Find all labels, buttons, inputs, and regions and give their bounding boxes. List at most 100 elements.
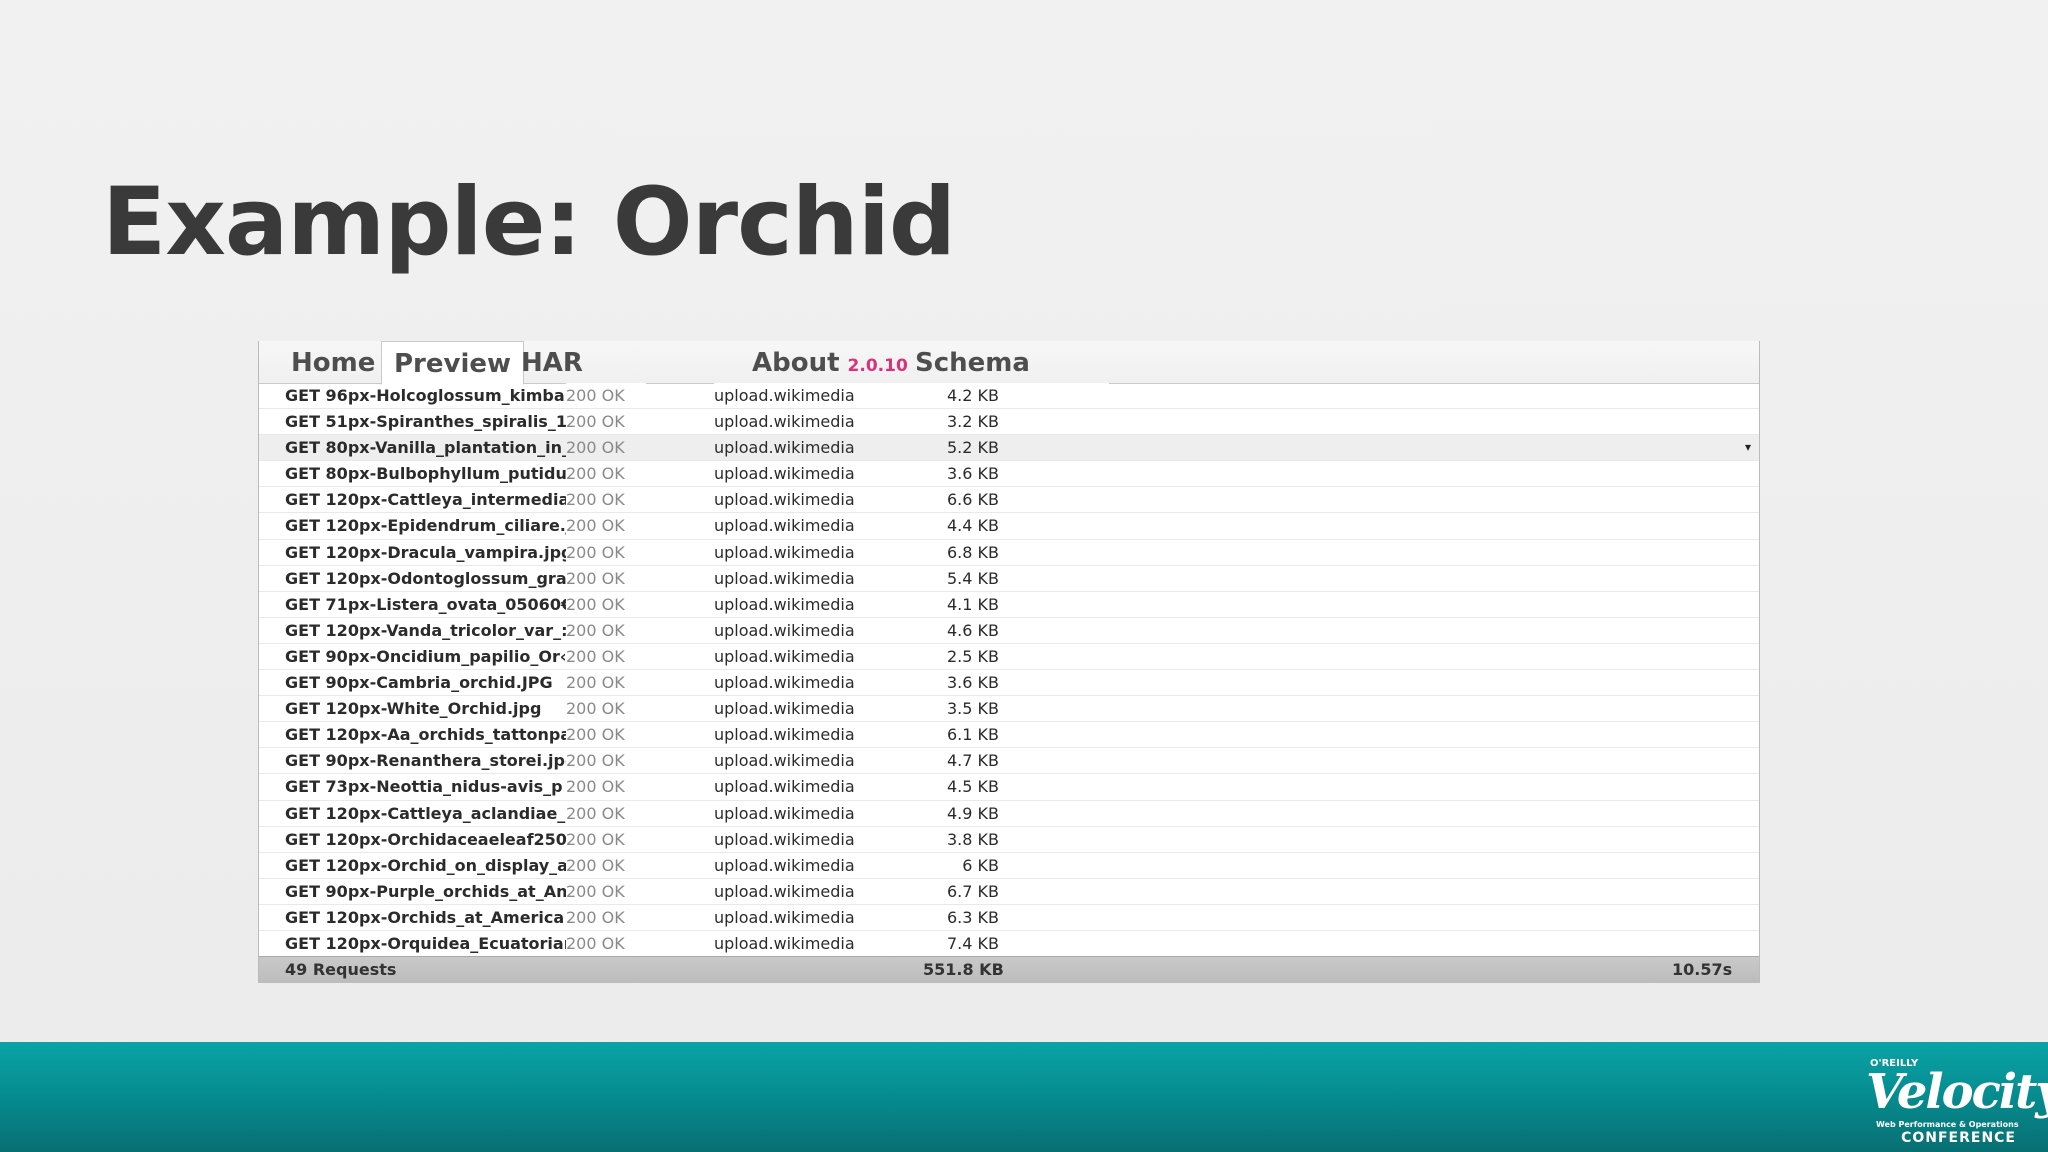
request-status: 200 OK [566, 591, 646, 617]
request-size: 6.1 KB [899, 722, 999, 748]
request-status: 200 OK [566, 826, 646, 852]
har-viewer: Home Preview HAR About 2.0.10 Schema GET … [258, 341, 1760, 984]
request-row[interactable]: GET 90px-Renanthera_storei.jpg 200 OK uplo… [259, 748, 1759, 775]
tab-schema[interactable]: Schema [915, 348, 1030, 378]
request-size: 3.5 KB [899, 696, 999, 722]
request-status: 200 OK [566, 643, 646, 669]
request-row[interactable]: GET 90px-Cambria_orchid.JPG 200 OK upload.… [259, 670, 1759, 697]
request-row[interactable]: GET 90px-Oncidium_papilio_Or‹ 200 OK uploa… [259, 643, 1759, 671]
request-row[interactable]: GET 120px-Aa_orchids_tattonpa 200 OK uploa… [259, 722, 1759, 749]
request-url: GET 80px-Bulbophyllum_putidu [285, 464, 567, 484]
request-row[interactable]: GET 80px-Vanilla_plantation_in_ 200 OK upl… [259, 435, 1759, 462]
request-size: 5.4 KB [899, 565, 999, 591]
request-size: 4.5 KB [899, 774, 999, 800]
version-label: 2.0.10 [847, 356, 908, 376]
request-status: 200 OK [566, 878, 646, 904]
request-row[interactable]: GET 120px-Odontoglossum_gra 200 OK upload.… [259, 565, 1759, 592]
request-row[interactable]: GET 90px-Purple_orchids_at_An 200 OK uploa… [259, 878, 1759, 905]
oreilly-mark: O'REILLY [1870, 1058, 1919, 1069]
request-size: 6.7 KB [899, 878, 999, 904]
request-row[interactable]: GET 120px-Dracula_vampira.jpg 200 OK uploa… [259, 539, 1759, 566]
request-row[interactable]: GET 120px-Epidendrum_ciliare.j 200 OK uplo… [259, 513, 1759, 540]
request-url: GET 120px-Cattleya_aclandiae_( [285, 803, 573, 823]
request-status: 200 OK [566, 852, 646, 878]
request-status: 200 OK [566, 487, 646, 513]
request-size: 4.1 KB [899, 591, 999, 617]
logo-wordmark: Velocity [1866, 1064, 2048, 1120]
request-row[interactable]: GET 73px-Neottia_nidus-avis_p 200 OK uploa… [259, 774, 1759, 801]
request-status: 200 OK [566, 904, 646, 930]
request-status: 200 OK [566, 409, 646, 435]
request-url: GET 120px-Orquidea_Ecuatoriar [285, 933, 572, 953]
request-url: GET 120px-Dracula_vampira.jpg [285, 542, 573, 562]
tab-bar: Home Preview HAR About 2.0.10 Schema [259, 341, 1759, 385]
request-row[interactable]: GET 80px-Bulbophyllum_putidu 200 OK upload… [259, 461, 1759, 488]
velocity-logo: O'REILLY Velocity Web Performance & Oper… [1836, 1058, 2048, 1148]
request-size: 7.4 KB [899, 930, 999, 956]
request-row[interactable]: GET 71px-Listera_ovata_05060€ 200 OK uploa… [259, 591, 1759, 618]
request-url: GET 51px-Spiranthes_spiralis_1 [285, 412, 567, 432]
request-status: 200 OK [566, 461, 646, 487]
request-url: GET 120px-White_Orchid.jpg [285, 699, 542, 719]
total-size: 551.8 KB [923, 960, 1004, 979]
request-size: 3.8 KB [899, 826, 999, 852]
request-status: 200 OK [566, 435, 646, 461]
request-url: GET 90px-Cambria_orchid.JPG [285, 673, 553, 693]
request-status: 200 OK [566, 748, 646, 774]
request-row[interactable]: GET 120px-White_Orchid.jpg 200 OK upload.w… [259, 696, 1759, 723]
request-count: 49 Requests [285, 960, 397, 979]
request-url: GET 120px-Orchid_on_display_a [285, 855, 568, 875]
request-row[interactable]: GET 120px-Cattleya_intermedia 200 OK uploa… [259, 487, 1759, 514]
request-row[interactable]: GET 120px-Orchidaceaeleaf250 200 OK upload… [259, 826, 1759, 853]
request-row[interactable]: GET 120px-Orchids_at_America 200 OK upload… [259, 904, 1759, 931]
request-status: 200 OK [566, 930, 646, 956]
request-size: 3.6 KB [899, 670, 999, 696]
request-row[interactable]: GET 120px-Cattleya_aclandiae_(200 OK uplo… [259, 800, 1759, 827]
logo-conference: CONFERENCE [1901, 1130, 2016, 1146]
request-status: 200 OK [566, 539, 646, 565]
expand-chevron-icon[interactable]: ▾ [1744, 440, 1751, 455]
request-status: 200 OK [566, 800, 646, 826]
request-status: 200 OK [566, 565, 646, 591]
request-status: 200 OK [566, 774, 646, 800]
request-status: 200 OK [566, 617, 646, 643]
request-list: GET 96px-Holcoglossum_kimba 200 OK upload.… [259, 383, 1759, 984]
request-url: GET 120px-Aa_orchids_tattonpa [285, 725, 572, 745]
request-size: 6.8 KB [899, 539, 999, 565]
request-url: GET 96px-Holcoglossum_kimba [285, 386, 565, 405]
request-url: GET 90px-Renanthera_storei.jpg [285, 751, 577, 771]
request-size: 6.3 KB [899, 904, 999, 930]
request-url: GET 80px-Vanilla_plantation_in_ [285, 438, 570, 458]
request-status: 200 OK [566, 513, 646, 539]
logo-subtitle: Web Performance & Operations [1876, 1120, 2019, 1129]
request-row[interactable]: GET 120px-Orchid_on_display_a 200 OK uploa… [259, 852, 1759, 879]
request-url: GET 90px-Oncidium_papilio_Or‹ [285, 646, 567, 666]
request-size: 6.6 KB [899, 487, 999, 513]
request-size: 4.9 KB [899, 800, 999, 826]
request-status: 200 OK [566, 696, 646, 722]
request-status: 200 OK [566, 670, 646, 696]
request-url: GET 120px-Cattleya_intermedia [285, 490, 570, 510]
request-size: 6 KB [899, 852, 999, 878]
request-row[interactable]: GET 51px-Spiranthes_spiralis_1 200 OK uplo… [259, 409, 1759, 436]
total-time: 10.57s [1672, 960, 1733, 979]
request-status: 200 OK [566, 383, 646, 408]
request-url: GET 120px-Odontoglossum_gra [285, 568, 567, 588]
tab-har[interactable]: HAR [521, 348, 583, 378]
tab-home[interactable]: Home [291, 348, 376, 378]
request-size: 4.2 KB [899, 383, 999, 408]
request-row[interactable]: GET 96px-Holcoglossum_kimba 200 OK upload.… [259, 383, 1759, 410]
summary-bar: 49 Requests 551.8 KB 10.57s [259, 956, 1759, 983]
tab-preview[interactable]: Preview [381, 341, 525, 385]
request-row[interactable]: GET 120px-Orquidea_Ecuatoriar 200 OK uploa… [259, 930, 1759, 958]
request-url: GET 90px-Purple_orchids_at_An [285, 881, 568, 901]
request-url: GET 120px-Orchids_at_America [285, 907, 565, 927]
request-size: 4.6 KB [899, 617, 999, 643]
request-url: GET 120px-Orchidaceaeleaf250 [285, 829, 567, 849]
request-size: 5.2 KB [899, 435, 999, 461]
request-row[interactable]: GET 120px-Vanda_tricolor_var_: 200 OK uplo… [259, 617, 1759, 644]
tab-about[interactable]: About 2.0.10 [752, 341, 908, 383]
request-size: 4.4 KB [899, 513, 999, 539]
request-url: GET 71px-Listera_ovata_05060€ [285, 594, 573, 614]
request-size: 2.5 KB [899, 643, 999, 669]
